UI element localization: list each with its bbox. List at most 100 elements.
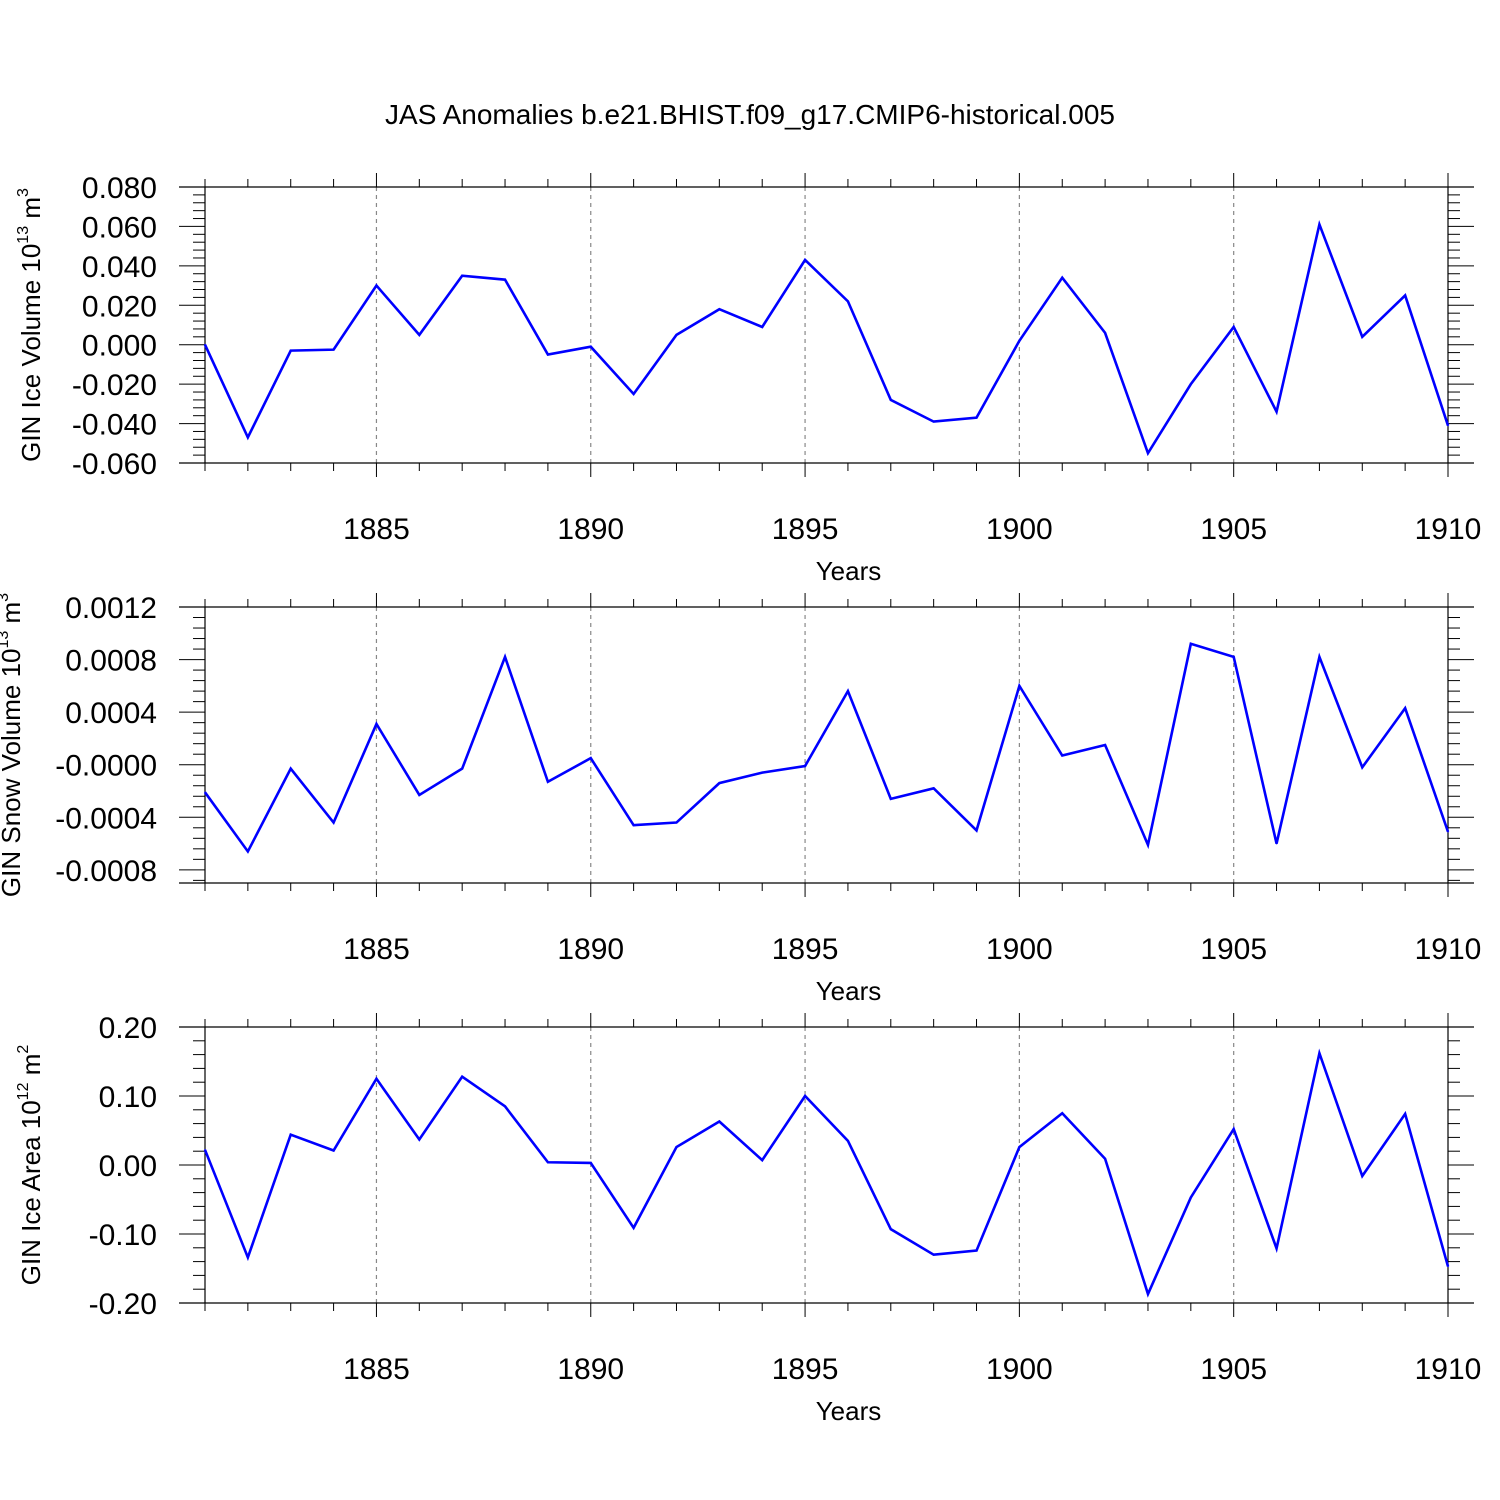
data-point <box>932 1253 935 1256</box>
y-tick-label: 0.20 <box>99 1012 157 1045</box>
data-point <box>718 308 721 311</box>
data-point <box>289 767 292 770</box>
y-axis-label: GIN Snow Volume 1013 m3 <box>0 593 26 897</box>
y-tick-label: 0.0004 <box>65 697 157 730</box>
data-point <box>1147 452 1149 454</box>
data-point <box>1361 766 1364 769</box>
data-point <box>1018 339 1021 342</box>
y-tick-label: 0.080 <box>82 172 157 205</box>
x-tick-label: 1910 <box>1415 1353 1482 1386</box>
data-point <box>718 1120 721 1123</box>
data-point <box>847 1140 849 1142</box>
data-point <box>761 1159 764 1161</box>
data-point <box>1147 1293 1149 1295</box>
data-point <box>375 1077 378 1080</box>
x-tick-label: 1890 <box>557 1353 624 1386</box>
y-tick-label: 0.020 <box>82 290 157 323</box>
data-point <box>1104 744 1106 746</box>
data-point <box>889 798 892 800</box>
y-tick-label: -0.0000 <box>55 750 157 783</box>
data-point <box>1190 383 1192 385</box>
y-axis-label: GIN Ice Volume 1013 m3 <box>15 188 46 462</box>
y-tick-label: 0.040 <box>82 251 157 284</box>
y-tick-label: -0.0008 <box>55 855 157 888</box>
panel-2: -0.0008 -0.0004 -0.0000 0.0004 0.0008 0.0012 1… <box>0 592 1481 1006</box>
data-point <box>1404 1113 1406 1115</box>
data-point <box>1061 1112 1064 1115</box>
data-point <box>804 259 806 261</box>
y-tick-label: 0.0008 <box>65 645 157 678</box>
data-point <box>675 1146 678 1148</box>
data-point <box>204 1149 206 1151</box>
data-point <box>589 345 592 348</box>
y-axis-label: GIN Ice Area 1012 m2 <box>15 1045 46 1286</box>
data-point <box>1318 223 1321 226</box>
data-point <box>418 1138 421 1141</box>
data-point <box>1275 842 1278 845</box>
data-point <box>375 723 378 725</box>
data-point <box>247 436 249 439</box>
data-point <box>932 420 935 423</box>
x-axis-label: Years <box>816 976 882 1006</box>
y-tick-label: 0.060 <box>82 211 157 244</box>
y-tick-label: -0.060 <box>72 448 157 481</box>
x-tick-label: 1900 <box>986 933 1053 966</box>
data-point <box>932 787 935 790</box>
x-tick-label: 1895 <box>772 933 839 966</box>
data-point <box>375 284 378 287</box>
x-axis-label: Years <box>816 556 882 586</box>
y-tick-label: -0.20 <box>89 1288 157 1321</box>
data-point <box>461 767 463 770</box>
data-point <box>1018 1146 1021 1148</box>
series-line <box>203 642 1450 854</box>
data-point <box>804 765 806 767</box>
data-point <box>804 1095 806 1097</box>
x-tick-label: 1895 <box>772 513 839 546</box>
data-point <box>332 821 335 824</box>
data-point <box>632 393 635 395</box>
data-point <box>718 782 721 784</box>
data-point <box>204 343 206 346</box>
y-tick-label: -0.020 <box>72 369 157 402</box>
x-tick-label: 1905 <box>1200 933 1267 966</box>
data-point <box>1232 326 1235 328</box>
x-tick-label: 1910 <box>1415 933 1482 966</box>
data-point <box>1061 276 1064 279</box>
x-tick-label: 1905 <box>1200 513 1267 546</box>
y-tick-label: -0.0004 <box>55 802 157 835</box>
panel-1: -0.060 -0.040 -0.020 0.000 0.020 0.040 0.060 0.… <box>15 172 1481 586</box>
data-point <box>675 334 678 336</box>
data-point <box>289 1133 292 1136</box>
data-point <box>1447 830 1449 833</box>
data-point <box>289 349 292 352</box>
series-line <box>203 219 1450 457</box>
data-point <box>332 348 335 351</box>
x-tick-label: 1885 <box>343 513 410 546</box>
data-point <box>847 690 849 692</box>
x-tick-label: 1905 <box>1200 1353 1267 1386</box>
x-tick-label: 1885 <box>343 933 410 966</box>
y-tick-label: -0.040 <box>72 409 157 442</box>
data-point <box>1190 643 1192 645</box>
data-point <box>975 829 978 832</box>
data-point <box>1104 332 1106 334</box>
data-point <box>332 1149 335 1152</box>
x-tick-label: 1900 <box>986 1353 1053 1386</box>
data-point <box>889 1228 892 1230</box>
data-point <box>1061 754 1064 757</box>
data-point <box>1318 1052 1321 1055</box>
data-point <box>1447 424 1449 427</box>
y-tick-label: 0.10 <box>99 1081 157 1114</box>
y-tick-label: 0.0012 <box>65 592 157 625</box>
data-point <box>547 781 549 783</box>
data-point <box>504 1105 506 1108</box>
y-tick-label: 0.000 <box>82 330 157 363</box>
data-point <box>632 824 635 826</box>
data-point <box>547 353 549 356</box>
data-point <box>504 656 506 658</box>
data-point <box>589 757 592 759</box>
x-tick-label: 1890 <box>557 933 624 966</box>
data-point <box>1104 1157 1106 1160</box>
data-point <box>761 326 764 328</box>
data-point <box>761 771 764 774</box>
